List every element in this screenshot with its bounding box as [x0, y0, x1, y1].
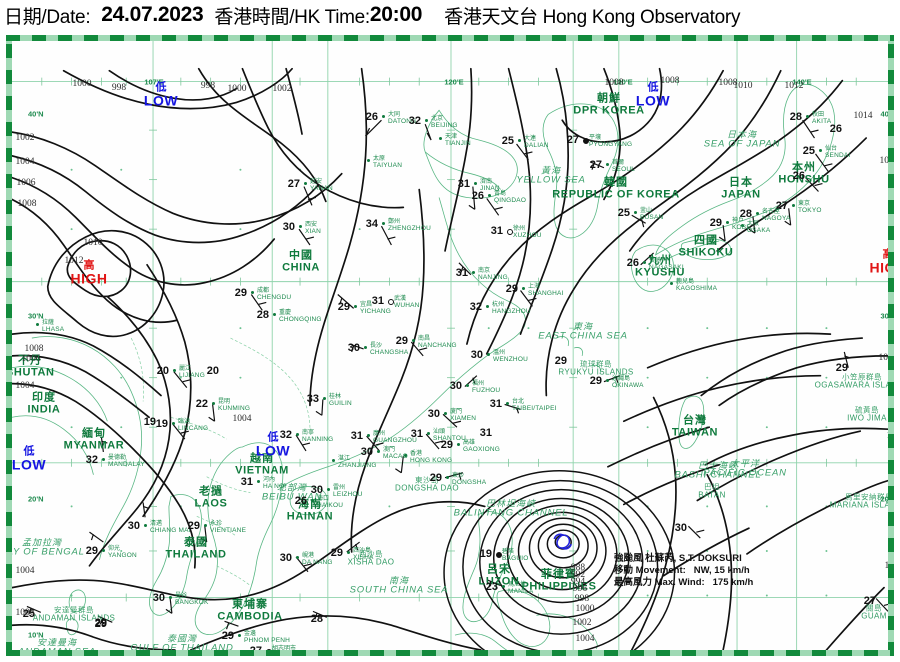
synoptic-chart-svg: .grid { stroke:#8fd3ab; stroke-width:0.9… — [12, 41, 888, 650]
time-label: 香港時間/HK Time: — [214, 6, 370, 28]
tc-name: 強颱風 杜蘇芮, S.T. DOKSURI — [614, 553, 742, 564]
isobars — [12, 67, 888, 650]
tc-wind: 最高風力 Max. Wind: 175 km/h — [614, 577, 753, 589]
graticule-parallels — [12, 81, 888, 598]
date-label: 日期/Date: — [4, 6, 91, 28]
chart-header: 日期/Date: 24.07.2023 香港時間/HK Time: 20:00 … — [0, 0, 900, 30]
tc-wind-label: 最高風力 Max. Wind: — [614, 577, 705, 589]
tropical-cyclone-info: 強颱風 杜蘇芮, S.T. DOKSURI 移動 Movement: NW, 1… — [614, 553, 753, 589]
coastlines — [12, 84, 836, 650]
map-frame: .grid { stroke:#8fd3ab; stroke-width:0.9… — [3, 32, 897, 659]
time-value: 20:00 — [369, 3, 423, 26]
wind-barbs — [26, 119, 888, 630]
tc-movement-label: 移動 Movement: — [614, 565, 686, 577]
map-canvas[interactable]: .grid { stroke:#8fd3ab; stroke-width:0.9… — [12, 41, 888, 650]
organisation-name: 香港天文台 Hong Kong Observatory — [444, 6, 741, 28]
graticule-ticks — [41, 77, 857, 602]
typhoon-symbol — [553, 533, 572, 550]
graticule-meridians — [152, 41, 798, 650]
tc-movement-value: NW, 15 km/h — [693, 565, 750, 577]
tc-movement: 移動 Movement: NW, 15 km/h — [614, 565, 753, 577]
grid-dot-field — [70, 168, 828, 597]
date-value: 24.07.2023 — [101, 3, 204, 26]
typhoon-isobars — [443, 470, 676, 650]
tc-wind-value: 175 km/h — [712, 577, 754, 589]
